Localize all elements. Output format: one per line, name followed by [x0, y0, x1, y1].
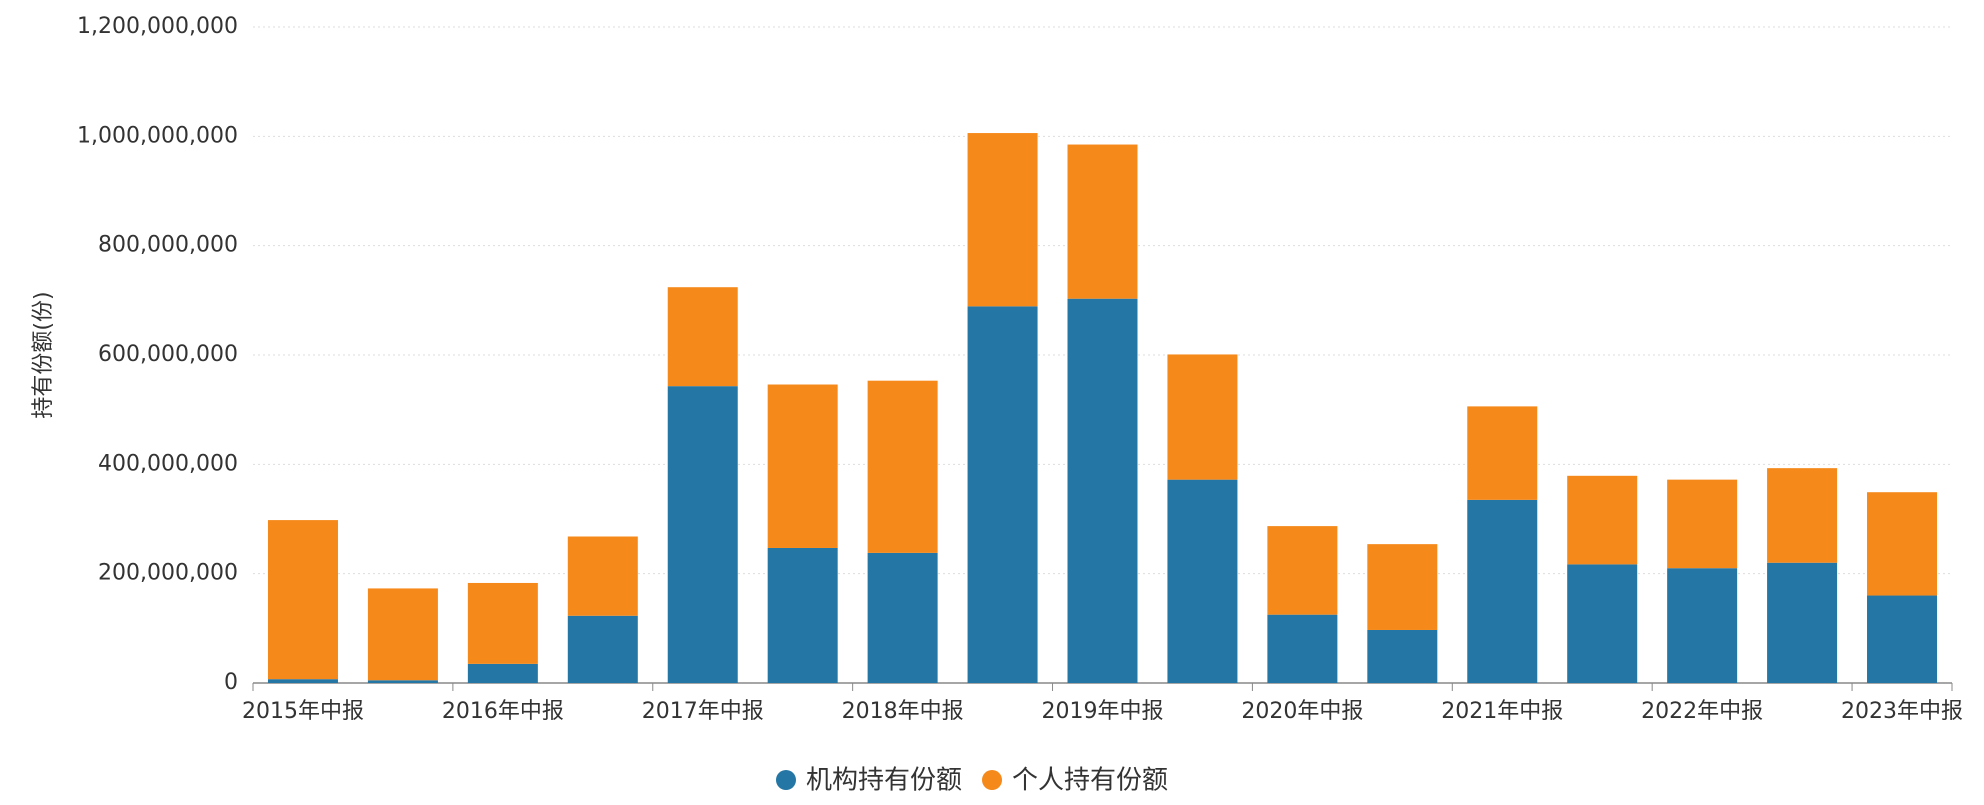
y-tick-label: 200,000,000 [98, 561, 238, 586]
bar-segment [267, 520, 338, 680]
bar-segment [1167, 354, 1238, 480]
bar-segment [767, 547, 838, 683]
y-tick-label: 1,000,000,000 [77, 123, 238, 148]
bar-segment [1067, 144, 1138, 299]
x-tick-label: 2015年中报 [242, 699, 364, 724]
legend-marker [776, 770, 796, 790]
x-tick-label: 2020年中报 [1241, 699, 1363, 724]
bar-segment [1667, 568, 1738, 683]
y-tick-label: 600,000,000 [98, 342, 238, 367]
bar-segment [267, 679, 338, 683]
bar-segment [667, 386, 738, 683]
bar-segment [1267, 526, 1338, 615]
x-tick-label: 2017年中报 [642, 699, 764, 724]
bar-segment [367, 588, 438, 681]
bar-segment [467, 663, 538, 683]
x-tick-label: 2019年中报 [1042, 699, 1164, 724]
bar-segment [1667, 479, 1738, 569]
bar-segment [1567, 564, 1638, 683]
bar-segment [667, 287, 738, 387]
bar-segment [467, 582, 538, 664]
x-tick-label: 2016年中报 [442, 699, 564, 724]
legend-label: 机构持有份额 [806, 766, 962, 796]
bar-segment [1267, 614, 1338, 683]
bar-segment [367, 680, 438, 683]
y-axis-title: 持有份额(份) [31, 291, 56, 418]
bar-segment [1867, 595, 1938, 683]
bar-segment [767, 384, 838, 548]
bar-segment [867, 552, 938, 683]
y-tick-label: 1,200,000,000 [77, 14, 238, 39]
x-tick-label: 2018年中报 [842, 699, 964, 724]
bar-segment [867, 380, 938, 553]
bar-segment [967, 306, 1038, 683]
x-tick-label: 2022年中报 [1641, 699, 1763, 724]
bar-segment [1367, 629, 1438, 683]
bar-segment [1567, 475, 1638, 565]
bar-segment [567, 536, 638, 616]
y-tick-label: 0 [224, 670, 238, 695]
bar-segment [1167, 479, 1238, 683]
bar-segment [1467, 499, 1538, 683]
bar-segment [1767, 562, 1838, 683]
bar-segment [1467, 406, 1538, 500]
legend-label: 个人持有份额 [1012, 766, 1168, 796]
y-tick-label: 800,000,000 [98, 233, 238, 258]
legend-marker [982, 770, 1003, 790]
bar-segment [567, 615, 638, 683]
bar-segment [1367, 544, 1438, 630]
bar-segment [1767, 468, 1838, 563]
bar-segment [1867, 492, 1938, 596]
bar-segment [1067, 298, 1138, 683]
y-tick-label: 400,000,000 [98, 451, 238, 476]
bar-segment [967, 133, 1038, 307]
x-tick-label: 2021年中报 [1441, 699, 1563, 724]
x-tick-label: 2023年中报 [1841, 699, 1963, 724]
